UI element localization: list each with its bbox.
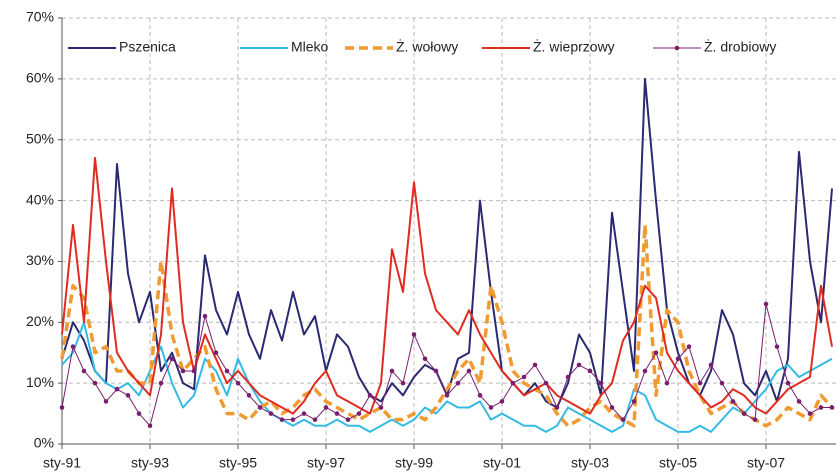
x-tick-label: sty-05 [659, 455, 697, 471]
legend-label: Pszenica [119, 39, 176, 55]
point [158, 380, 164, 386]
y-tick-label: 40% [26, 191, 54, 207]
point [246, 393, 252, 398]
x-tick-label: sty-93 [131, 455, 169, 471]
point [510, 380, 516, 386]
point [422, 356, 428, 362]
point [752, 417, 758, 422]
point [664, 380, 670, 386]
legend-label: Ż. drobiowy [704, 38, 776, 55]
point [653, 350, 659, 356]
point [697, 380, 703, 386]
point [114, 386, 120, 392]
y-tick-label: 60% [26, 70, 54, 86]
point [389, 368, 395, 374]
y-tick-label: 20% [26, 313, 54, 329]
point [312, 417, 318, 422]
series-line [61, 156, 833, 415]
point [686, 344, 692, 349]
point [741, 411, 747, 416]
point [59, 405, 65, 410]
y-tick-label: 50% [26, 130, 54, 146]
point [466, 368, 472, 374]
point [598, 380, 604, 386]
point [136, 411, 142, 416]
point [444, 393, 450, 398]
point [576, 362, 582, 368]
point [81, 368, 87, 374]
point [818, 405, 824, 410]
point [433, 368, 439, 374]
y-tick-label: 0% [34, 435, 54, 451]
point [631, 399, 637, 404]
point [290, 417, 296, 422]
point [521, 374, 527, 380]
point [554, 405, 560, 410]
point [279, 417, 285, 422]
point [180, 368, 186, 374]
point [257, 405, 263, 410]
point [675, 356, 681, 362]
point [532, 362, 538, 368]
point [455, 380, 461, 386]
legend-label: Ż. wołowy [396, 38, 458, 55]
point [807, 411, 813, 416]
point [785, 380, 791, 386]
series-line [61, 321, 833, 433]
point [125, 393, 131, 398]
point [345, 417, 351, 422]
point [235, 380, 241, 386]
point [356, 411, 362, 416]
point [301, 411, 307, 416]
legend-label: Mleko [291, 39, 329, 55]
point [323, 405, 329, 410]
point [642, 368, 648, 374]
point [191, 368, 197, 374]
point [169, 356, 175, 362]
x-tick-label: sty-95 [219, 455, 257, 471]
point [730, 399, 736, 404]
point [620, 417, 626, 422]
x-tick-label: sty-03 [571, 455, 609, 471]
point [334, 411, 340, 416]
point [224, 368, 230, 374]
point [543, 380, 549, 386]
point [70, 344, 76, 349]
point [587, 368, 593, 374]
point [488, 405, 494, 410]
point [202, 313, 208, 319]
legend-label: Ż. wieprzowy [533, 38, 615, 55]
point [411, 332, 417, 337]
x-tick-label: sty-99 [395, 455, 433, 471]
x-tick-label: sty-97 [307, 455, 345, 471]
point [378, 405, 384, 410]
point [796, 399, 802, 404]
point [477, 393, 483, 398]
point [565, 374, 571, 380]
point [268, 411, 274, 416]
point [719, 380, 725, 386]
x-tick-label: sty-91 [43, 455, 81, 471]
point [499, 399, 505, 404]
x-tick-label: sty-01 [483, 455, 521, 471]
y-tick-label: 10% [26, 374, 54, 390]
point [147, 423, 153, 429]
point [103, 399, 109, 404]
y-tick-label: 30% [26, 252, 54, 268]
series-line [60, 223, 834, 428]
y-tick-label: 70% [26, 9, 54, 25]
x-tick-label: sty-07 [747, 455, 785, 471]
point [367, 393, 373, 398]
point [774, 344, 780, 349]
point [609, 405, 615, 410]
point [213, 350, 219, 356]
point [829, 405, 835, 410]
point [763, 301, 769, 307]
point [708, 362, 714, 368]
point [400, 380, 406, 386]
point [92, 380, 98, 386]
legend-marker [674, 45, 680, 51]
